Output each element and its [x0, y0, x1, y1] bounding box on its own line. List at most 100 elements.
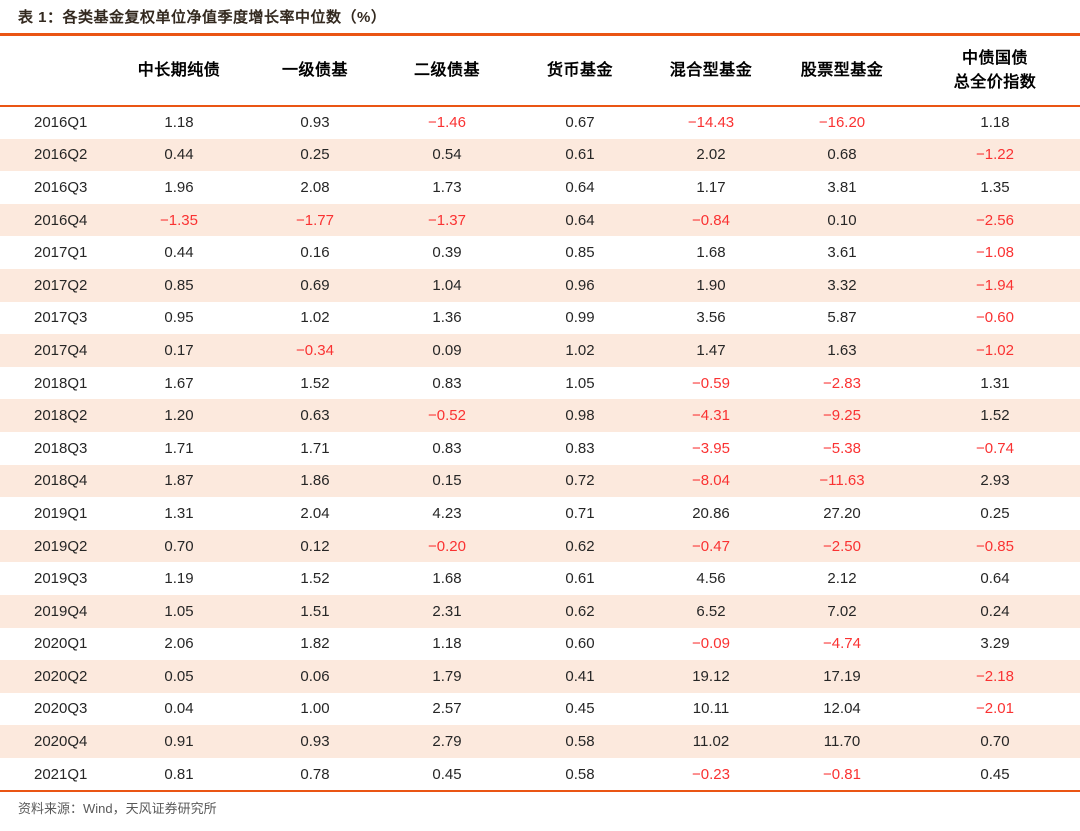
table-row: 2020Q2 0.05 0.06 1.79 0.41 19.12 17.19 −2.18 [0, 660, 1080, 693]
quarter-label: 2016Q2 [34, 146, 88, 164]
value-cell: 0.24 [980, 602, 1010, 620]
quarter-label: 2018Q1 [34, 374, 88, 392]
table-row: 2019Q2 0.70 0.12 −0.20 0.62 −0.47 −2.50 −0.85 [0, 529, 1080, 563]
value-cell: 0.93 [300, 114, 330, 132]
value-cell: 1.71 [300, 439, 330, 457]
value-cell: 0.25 [980, 504, 1010, 522]
value-cell: 1.86 [300, 472, 330, 490]
value-cell: 1.67 [164, 374, 194, 392]
value-cell: −2.50 [823, 537, 861, 555]
value-cell: −0.60 [976, 309, 1014, 327]
source-note: 资料来源：Wind，天风证券研究所 [18, 801, 217, 817]
value-cell: 0.98 [565, 407, 595, 425]
table-row: 2016Q2 0.44 0.25 0.54 0.61 2.02 0.68 −1.22 [0, 138, 1080, 172]
value-cell: 1.02 [565, 341, 595, 359]
value-cell: 1.18 [980, 114, 1010, 132]
value-cell: 0.04 [164, 700, 194, 718]
value-cell: 0.69 [300, 276, 330, 294]
value-cell: 0.93 [300, 733, 330, 751]
value-cell: −0.81 [823, 765, 861, 783]
table-row: 2016Q1 1.18 0.93 −1.46 0.67 −14.43 −16.20 1.18 [0, 106, 1080, 139]
value-cell: 1.04 [432, 276, 462, 294]
column-header: 二级债基 [413, 61, 480, 79]
value-cell: 3.29 [980, 635, 1010, 653]
value-cell: −0.85 [976, 537, 1014, 555]
value-cell: 0.54 [432, 146, 462, 164]
value-cell: 0.16 [300, 244, 330, 262]
fund-quarterly-returns-table: 中长期纯债 一级债基 二级债基 货币基金 混合型基金 股票型基金 中债国债 总全价指数 20… [0, 36, 1080, 790]
value-cell: 3.32 [827, 276, 857, 294]
value-cell: 0.25 [300, 146, 330, 164]
value-cell: 1.68 [432, 570, 462, 588]
value-cell: 0.83 [432, 374, 462, 392]
table-row: 2020Q4 0.91 0.93 2.79 0.58 11.02 11.70 0.70 [0, 725, 1080, 758]
value-cell: 4.23 [432, 504, 462, 522]
value-cell: 0.62 [565, 537, 595, 555]
value-cell: 2.12 [827, 570, 857, 588]
quarter-label: 2021Q1 [34, 765, 88, 783]
value-cell: 11.70 [823, 733, 861, 751]
value-cell: 2.04 [300, 504, 330, 522]
value-cell: 1.90 [696, 276, 726, 294]
value-cell: 0.95 [164, 309, 194, 327]
corner-header-cell [0, 36, 110, 106]
table-row: 2020Q1 2.06 1.82 1.18 0.60 −0.09 −4.74 3.29 [0, 628, 1080, 661]
value-cell: 4.56 [696, 570, 726, 588]
value-cell: 0.05 [164, 667, 194, 685]
value-cell: 0.45 [565, 700, 595, 718]
table-header-row: 中长期纯债 一级债基 二级债基 货币基金 混合型基金 股票型基金 中债国债 总全价指数 [0, 36, 1080, 106]
value-cell: −0.20 [428, 537, 466, 555]
value-cell: −0.23 [692, 765, 730, 783]
table-row: 2019Q1 1.31 2.04 4.23 0.71 20.86 27.20 0.25 [0, 497, 1080, 530]
value-cell: −0.47 [692, 537, 730, 555]
quarter-label: 2016Q4 [34, 211, 88, 229]
value-cell: 1.35 [980, 178, 1010, 196]
quarter-label: 2018Q3 [34, 439, 88, 457]
value-cell: 2.08 [300, 178, 330, 196]
value-cell: 2.93 [980, 472, 1010, 490]
value-cell: 0.91 [164, 733, 194, 751]
value-cell: 0.81 [164, 765, 194, 783]
table-row: 2016Q3 1.96 2.08 1.73 0.64 1.17 3.81 1.35 [0, 171, 1080, 204]
quarter-label: 2020Q3 [34, 700, 88, 718]
table-row: 2016Q4 −1.35 −1.77 −1.37 0.64 −0.84 0.10 −2.56 [0, 203, 1080, 237]
value-cell: −5.38 [823, 439, 861, 457]
table-row: 2018Q1 1.67 1.52 0.83 1.05 −0.59 −2.83 1.31 [0, 367, 1080, 400]
table-row: 2018Q2 1.20 0.63 −0.52 0.98 −4.31 −9.25 1.52 [0, 399, 1080, 432]
value-cell: 0.41 [565, 667, 595, 685]
value-cell: 0.58 [565, 733, 595, 751]
value-cell: 1.36 [432, 309, 462, 327]
table-row: 2017Q1 0.44 0.16 0.39 0.85 1.68 3.61 −1.08 [0, 236, 1080, 269]
value-cell: 0.71 [565, 504, 595, 522]
table-header: 中长期纯债 一级债基 二级债基 货币基金 混合型基金 股票型基金 中债国债 总全价指数 [0, 36, 1080, 106]
value-cell: 17.19 [823, 667, 861, 685]
value-cell: −1.46 [428, 114, 466, 132]
value-cell: −0.09 [692, 635, 730, 653]
value-cell: 7.02 [827, 602, 857, 620]
value-cell: 20.86 [692, 504, 730, 522]
quarter-label: 2020Q2 [34, 667, 88, 685]
value-cell: 1.05 [565, 374, 595, 392]
value-cell: 0.06 [300, 667, 330, 685]
value-cell: 1.47 [696, 341, 726, 359]
column-header: 一级债基 [281, 61, 348, 79]
value-cell: 0.10 [827, 211, 857, 229]
value-cell: 0.61 [565, 146, 595, 164]
value-cell: −16.20 [818, 114, 866, 132]
table-row: 2017Q3 0.95 1.02 1.36 0.99 3.56 5.87 −0.60 [0, 302, 1080, 335]
value-cell: 1.87 [164, 472, 194, 490]
value-cell: 0.83 [565, 439, 595, 457]
value-cell: 1.20 [164, 407, 194, 425]
value-cell: 19.12 [692, 667, 730, 685]
value-cell: −8.04 [692, 472, 730, 490]
title-divider-line [0, 33, 1080, 36]
table-bottom-line [0, 790, 1080, 793]
column-header: 中长期纯债 [137, 61, 221, 79]
value-cell: 0.17 [164, 341, 194, 359]
value-cell: −4.74 [823, 635, 861, 653]
value-cell: 1.79 [432, 667, 462, 685]
value-cell: −14.43 [687, 114, 735, 132]
table-row: 2020Q3 0.04 1.00 2.57 0.45 10.11 12.04 −2.01 [0, 693, 1080, 726]
value-cell: 1.51 [300, 602, 330, 620]
